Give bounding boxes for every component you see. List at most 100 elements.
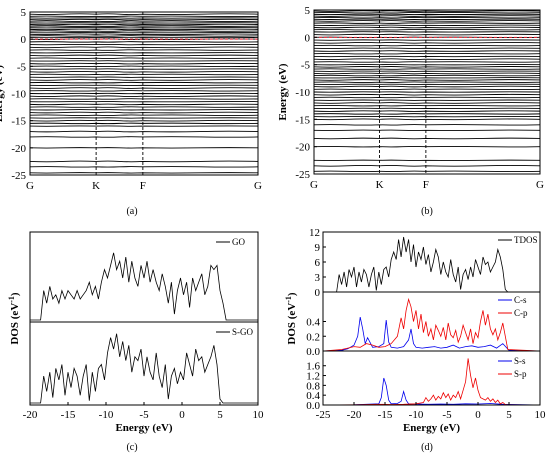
y-tick-label: -10 (295, 87, 310, 99)
band-line (29, 41, 259, 43)
x-tick-label: -15 (378, 409, 393, 421)
band-line (313, 33, 541, 36)
band-line (313, 102, 541, 104)
plot-frame (29, 231, 259, 406)
y-tick-label: 6 (315, 257, 321, 269)
band-line (29, 65, 259, 68)
panel-c-caption: (c) (126, 442, 137, 453)
k-point-label: G (310, 179, 318, 191)
band-line (313, 72, 541, 75)
x-tick-label: -5 (139, 409, 149, 421)
band-line (29, 54, 259, 57)
band-line (29, 136, 259, 138)
y-tick-label: 0 (315, 287, 321, 299)
band-line (29, 79, 259, 81)
band-line (29, 46, 259, 49)
band-line (29, 20, 259, 22)
band-line (313, 74, 541, 77)
x-tick-label: -10 (99, 409, 114, 421)
panel-a-caption: (a) (126, 206, 137, 217)
band-line (313, 81, 541, 83)
band-line (29, 119, 259, 122)
band-line (29, 114, 259, 116)
band-line (313, 118, 541, 121)
band-line (313, 96, 541, 99)
band-line (313, 61, 541, 63)
y-tick-label: 1.2 (306, 371, 320, 383)
band-line (313, 16, 541, 19)
band-line (29, 28, 259, 31)
k-point-label: G (536, 179, 544, 191)
band-line (313, 26, 541, 29)
y-tick-label: 0.8 (306, 380, 320, 392)
legend-label: TDOS (514, 235, 538, 245)
dos-line (30, 333, 258, 404)
band-line (313, 52, 541, 55)
band-line (29, 15, 259, 18)
legend-label: GO (232, 237, 245, 247)
x-tick-label: -20 (23, 409, 38, 421)
band-line (29, 23, 259, 26)
pdos-line-c-s (322, 317, 541, 352)
y-axis-title: DOS (eV-1) (7, 292, 22, 345)
dos-line (30, 252, 258, 321)
band-line (313, 145, 541, 148)
pdos-line-s-s (322, 377, 541, 406)
band-line (29, 13, 259, 16)
band-line (313, 20, 541, 22)
band-line (29, 90, 259, 92)
band-line (29, 38, 259, 41)
k-point-label: K (376, 179, 384, 191)
band-line (29, 111, 259, 114)
band-line (313, 11, 541, 14)
band-line (313, 124, 541, 126)
x-tick-label: -5 (442, 409, 452, 421)
band-line (29, 73, 259, 76)
y-tick-label: 5 (21, 7, 27, 19)
panel-d-pdos: TDOS036912C-sC-p0.00.20.4S-sS-p0.00.40.8… (284, 227, 547, 434)
panel-b-caption: (b) (421, 206, 433, 217)
y-tick-label: -20 (295, 142, 310, 154)
y-tick-label: 0.2 (306, 331, 320, 343)
k-point-label: K (92, 180, 100, 192)
k-point-label: G (26, 180, 34, 192)
legend-label: S-GO (232, 327, 254, 337)
band-line (29, 87, 259, 89)
x-tick-label: 10 (253, 409, 265, 421)
y-tick-label: 12 (309, 227, 320, 239)
pdos-line-tdos (323, 236, 540, 293)
band-line (313, 113, 541, 115)
plot-frame (322, 231, 541, 406)
k-point-label: F (140, 180, 146, 192)
band-line (313, 164, 541, 167)
x-tick-label: -10 (409, 409, 424, 421)
band-line (313, 170, 541, 173)
y-tick-label: 0.0 (306, 346, 320, 358)
band-line (313, 28, 541, 31)
legend-label: S-s (514, 356, 526, 366)
band-line (313, 58, 541, 61)
band-line (313, 15, 541, 17)
band-line (313, 10, 541, 12)
pdos-line-c-p (322, 297, 541, 352)
x-tick-label: -15 (61, 409, 76, 421)
k-point-label: G (254, 180, 262, 192)
y-tick-label: -10 (11, 89, 26, 101)
band-line (313, 41, 541, 44)
band-line (29, 106, 259, 108)
band-line (29, 166, 259, 168)
band-line (29, 95, 259, 98)
x-axis-title: Energy (eV) (403, 422, 460, 434)
y-tick-label: -20 (11, 143, 26, 155)
y-tick-label: 0 (21, 34, 27, 46)
band-line (29, 70, 259, 73)
y-tick-label: 3 (315, 272, 321, 284)
y-tick-label: 0.0 (306, 400, 320, 412)
y-tick-label: -5 (301, 60, 311, 72)
pdos-line-s-p (322, 358, 541, 406)
band-line (313, 50, 541, 52)
band-line (313, 93, 541, 96)
x-tick-label: -20 (347, 409, 362, 421)
x-tick-label: -25 (316, 409, 331, 421)
